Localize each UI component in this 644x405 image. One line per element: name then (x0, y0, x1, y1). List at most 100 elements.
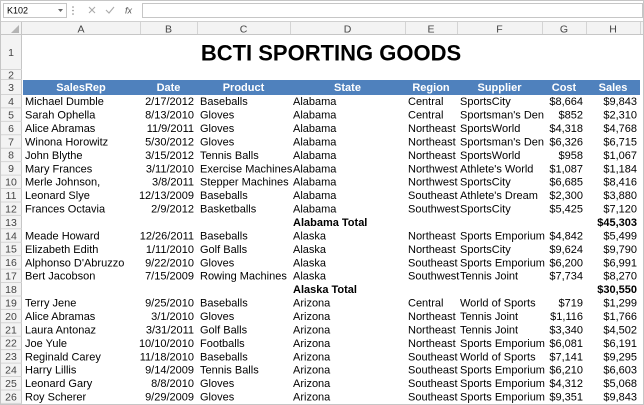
table-cell: Arizona (293, 392, 331, 404)
table-cell: Southeast (408, 190, 458, 202)
row-header[interactable]: 1 (8, 47, 14, 59)
row-header[interactable]: 23 (5, 351, 17, 363)
table-cell: Tennis Joint (460, 271, 518, 283)
column-header[interactable]: B (165, 23, 172, 35)
table-cell: Sports Emporium (460, 230, 545, 242)
row-header[interactable]: 5 (8, 109, 14, 121)
row-header[interactable]: 24 (5, 365, 17, 377)
name-box[interactable] (3, 3, 67, 18)
column-header[interactable]: H (609, 23, 617, 35)
row-header[interactable]: 6 (8, 123, 14, 135)
table-cell: Baseballs (200, 96, 248, 108)
row-header[interactable]: 17 (5, 271, 17, 283)
table-cell: $8,270 (603, 271, 637, 283)
table-cell: Alabama (293, 136, 337, 148)
row-header[interactable]: 9 (8, 163, 14, 175)
table-cell: $6,191 (603, 338, 637, 350)
table-cell: Arizona (293, 365, 331, 377)
table-cell: Southeast (408, 378, 458, 390)
table-cell: Reginald Carey (25, 351, 101, 363)
table-cell: World of Sports (460, 351, 536, 363)
table-cell: Alabama (293, 150, 337, 162)
name-box-text: K102 (7, 5, 28, 15)
row-header[interactable]: 25 (5, 378, 17, 390)
table-cell: $6,210 (549, 365, 583, 377)
table-cell: Golf Balls (200, 244, 248, 256)
row-header[interactable]: 16 (5, 257, 17, 269)
table-cell: 3/15/2012 (145, 150, 194, 162)
table-cell: $6,685 (549, 177, 583, 189)
column-header[interactable]: A (77, 23, 84, 35)
table-cell: $4,318 (549, 123, 583, 135)
table-cell: $5,068 (603, 378, 637, 390)
table-cell: Winona Horowitz (25, 136, 108, 148)
table-cell: $6,081 (549, 338, 583, 350)
insert-function[interactable]: fx (125, 5, 133, 15)
column-header[interactable]: D (344, 23, 352, 35)
column-header[interactable]: E (427, 23, 434, 35)
table-cell: John Blythe (25, 150, 82, 162)
table-cell: Central (408, 96, 443, 108)
table-cell: Tennis Balls (200, 365, 259, 377)
formula-input[interactable] (142, 3, 643, 18)
column-header[interactable]: C (240, 23, 248, 35)
row-header[interactable]: 11 (6, 190, 17, 202)
table-cell: Baseballs (200, 230, 248, 242)
table-cell: $8,416 (603, 177, 637, 189)
enter-icon[interactable] (105, 6, 115, 14)
row-header[interactable]: 20 (5, 311, 17, 323)
table-cell: $9,790 (603, 244, 637, 256)
row-header[interactable]: 8 (8, 150, 14, 162)
table-cell: Arizona (293, 298, 331, 310)
name-box-dropdown[interactable] (58, 9, 63, 12)
row-header[interactable]: 18 (5, 284, 17, 296)
table-cell: 2/17/2012 (145, 96, 194, 108)
row-header[interactable]: 2 (8, 69, 14, 81)
table-cell: $7,734 (549, 271, 583, 283)
table-cell: 3/31/2011 (146, 324, 194, 336)
row-header[interactable]: 15 (5, 244, 17, 256)
row-header[interactable]: 22 (5, 338, 17, 350)
table-cell: $958 (559, 150, 583, 162)
table-cell: SportsCity (460, 96, 511, 108)
row-header[interactable]: 7 (8, 136, 14, 148)
table-cell: Baseballs (200, 351, 248, 363)
table-cell: $8,664 (549, 96, 583, 108)
row-header[interactable]: 19 (5, 297, 17, 309)
table-cell: Sports Emporium (460, 378, 545, 390)
table-cell: Northwest (408, 177, 458, 189)
row-header[interactable]: 13 (5, 217, 17, 229)
row-header[interactable]: 3 (8, 82, 14, 94)
cancel-icon[interactable] (88, 6, 96, 14)
row-header[interactable]: 10 (5, 177, 17, 189)
table-cell: Baseballs (200, 190, 248, 202)
table-cell: Sports Emporium (460, 392, 545, 404)
table-cell: 12/26/2011 (140, 230, 194, 242)
table-cell: Northeast (408, 230, 456, 242)
table-cell: SportsCity (460, 177, 511, 189)
table-cell: 9/29/2009 (145, 392, 194, 404)
column-header[interactable]: F (496, 23, 502, 35)
table-cell: $4,842 (549, 230, 583, 242)
table-cell: Southeast (408, 257, 458, 269)
table-cell: World of Sports (460, 298, 536, 310)
row-header[interactable]: 14 (5, 230, 17, 242)
table-cell: Gloves (200, 378, 235, 390)
row-header[interactable]: 4 (8, 96, 14, 108)
table-cell: Athlete's Dream (460, 190, 538, 202)
table-cell: SportsWorld (460, 123, 520, 135)
column-header[interactable]: G (560, 23, 568, 35)
table-cell: Exercise Machines (200, 163, 293, 175)
table-cell: Rowing Machines (200, 271, 287, 283)
row-header[interactable]: 21 (5, 324, 17, 336)
table-cell: Alabama (293, 163, 337, 175)
table-cell: Gloves (200, 311, 235, 323)
grip (72, 9, 74, 12)
table-cell: Sportsman's Den (460, 110, 544, 122)
table-cell: Northeast (408, 324, 456, 336)
table-cell: $7,120 (603, 204, 637, 216)
table-cell: Basketballs (200, 204, 257, 216)
row-header[interactable]: 26 (5, 391, 17, 403)
row-header[interactable]: 12 (5, 203, 17, 215)
